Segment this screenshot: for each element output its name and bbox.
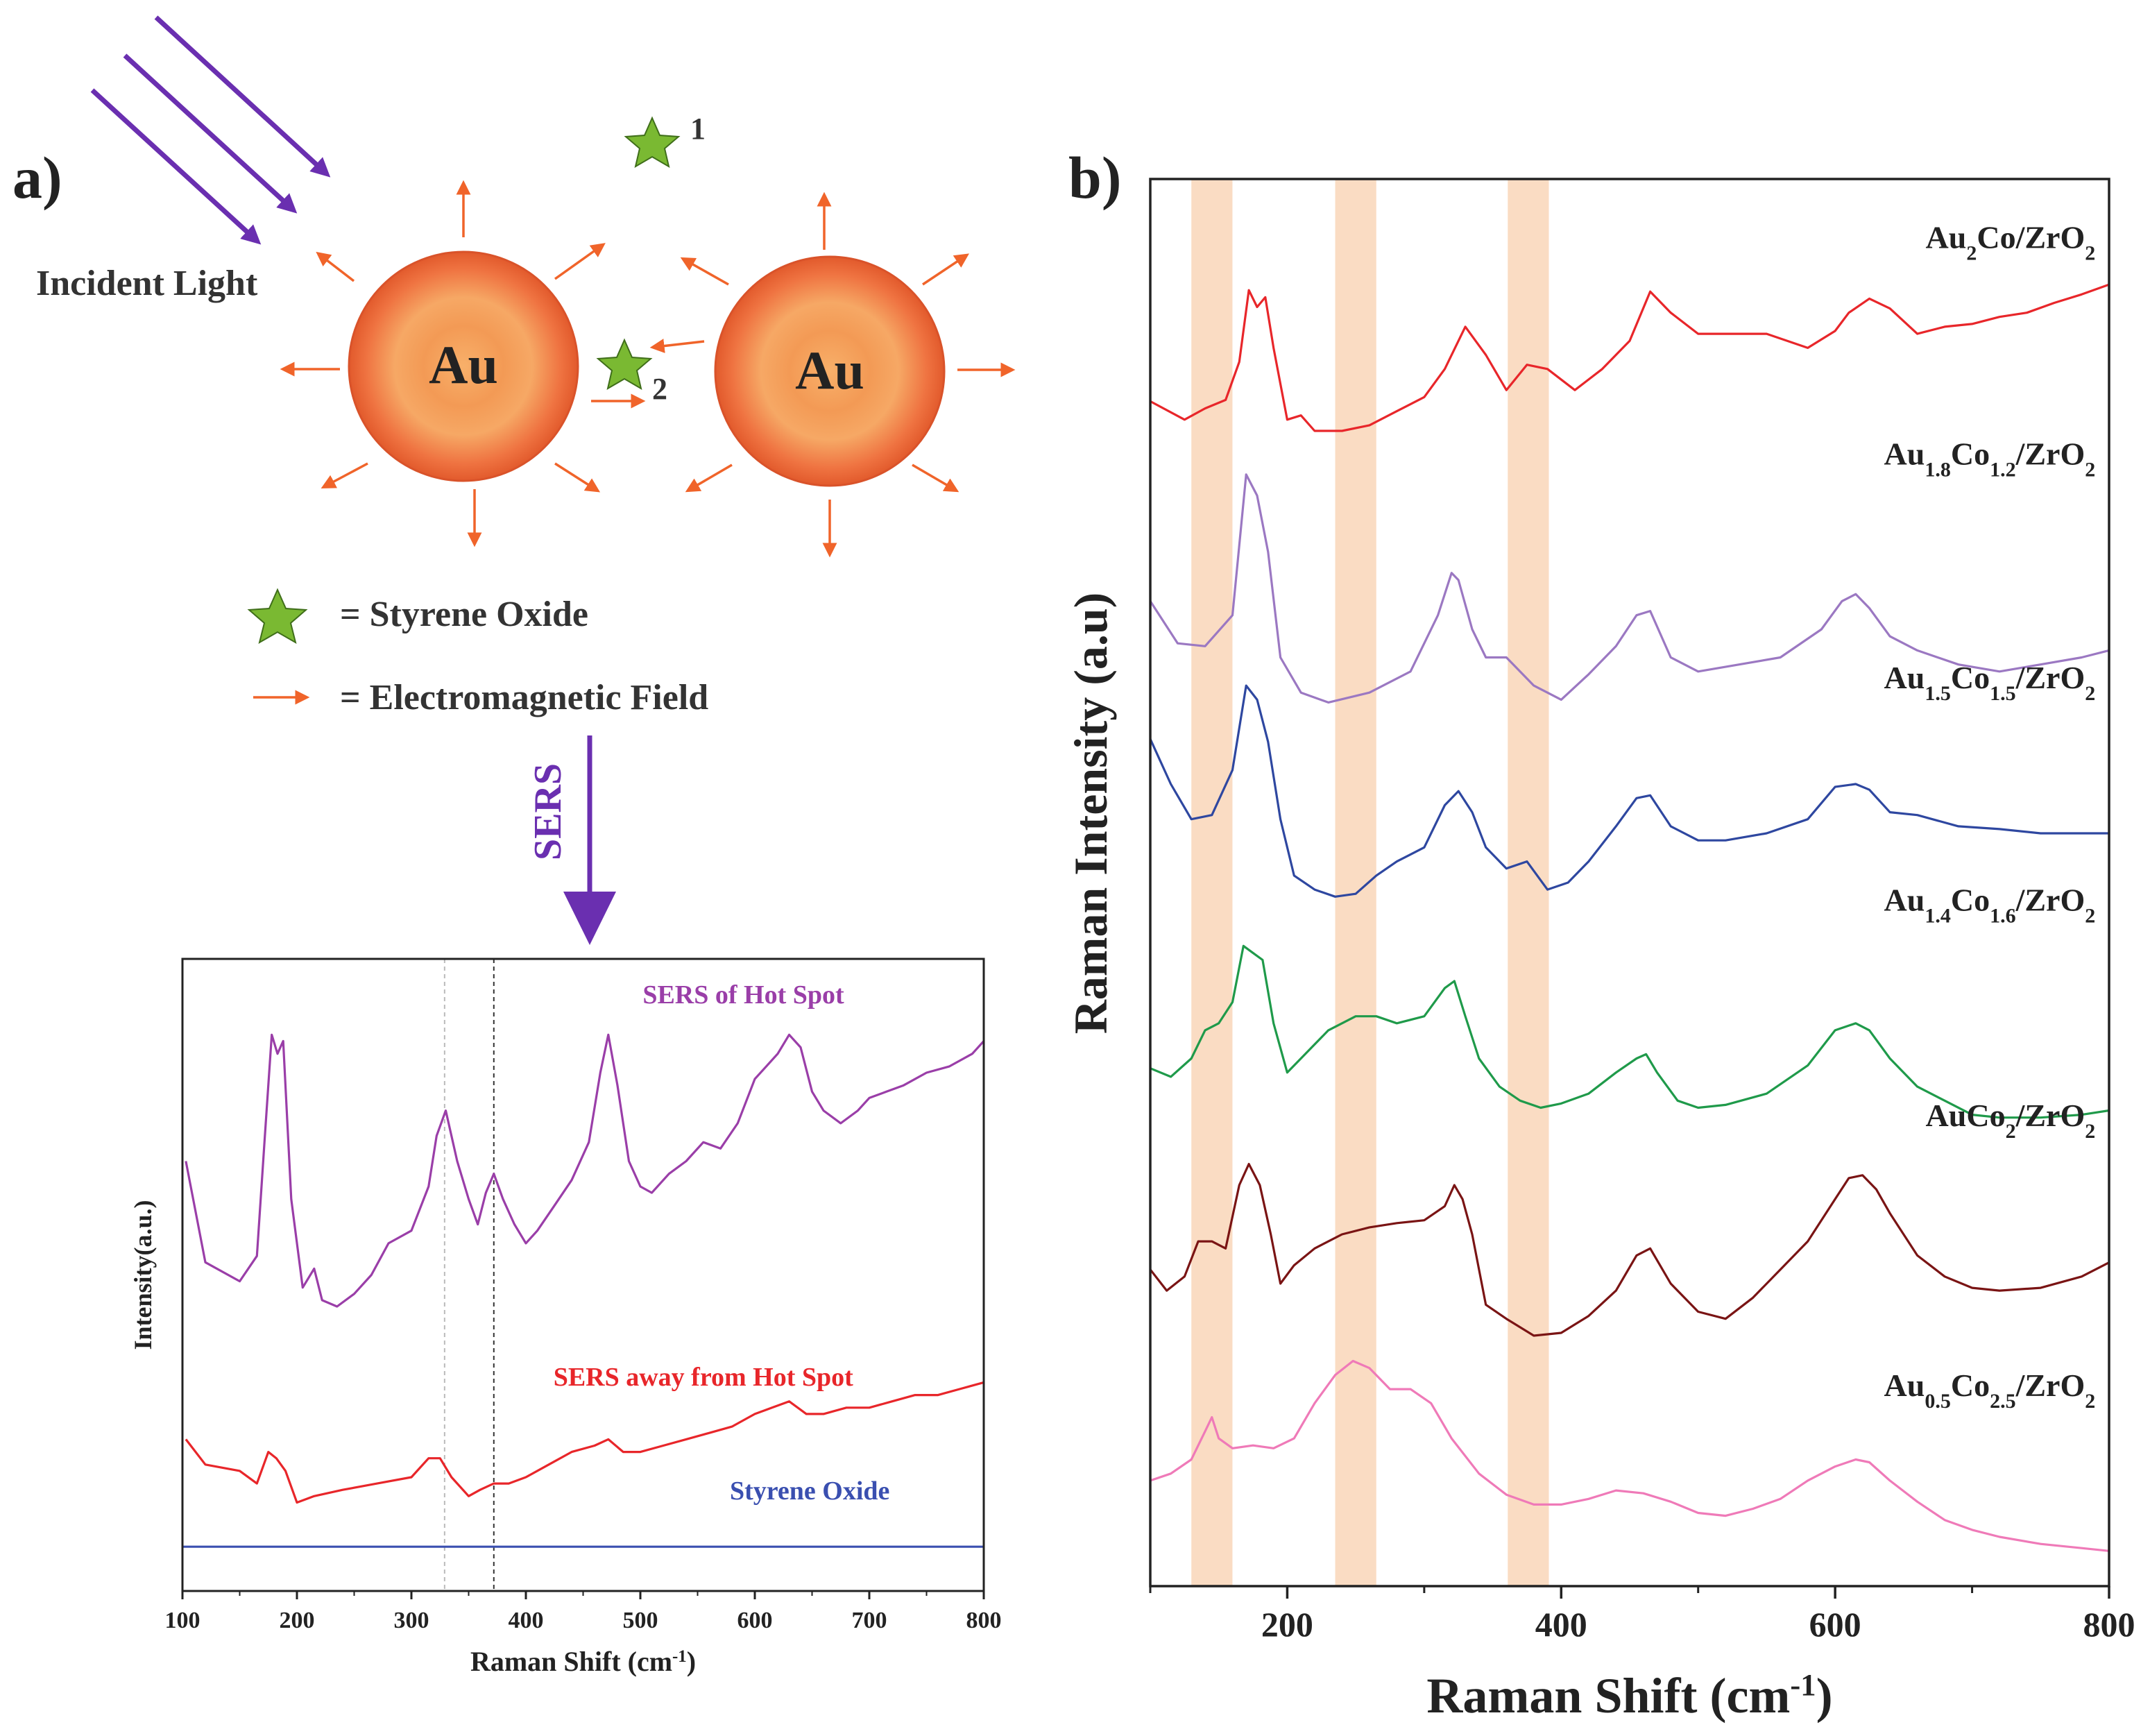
series-label: Au1.5Co1.5/ZrO2	[1884, 660, 2096, 705]
x-tick-label: 800	[2083, 1605, 2135, 1644]
panel-a-label: a)	[12, 144, 62, 211]
x-tick-label: 100	[165, 1608, 201, 1633]
legend-field-label: = Electromagnetic Field	[340, 678, 708, 717]
legend-styrene-oxide: = Styrene Oxide	[247, 588, 588, 645]
incident-light-arrow-3	[90, 88, 262, 245]
star-icon	[596, 338, 653, 391]
panel-b-label: b)	[1068, 144, 1121, 211]
y-axis-label: Raman Intensity (a.u)	[1064, 593, 1117, 1035]
series-label: Styrene Oxide	[730, 1477, 889, 1506]
au-particle-right: Au	[714, 255, 946, 487]
star-1-label: 1	[690, 112, 706, 146]
series-line	[1149, 473, 2110, 704]
star-molecule-1: 1	[624, 112, 706, 169]
x-tick-label: 300	[394, 1608, 429, 1633]
star-icon	[624, 116, 681, 169]
series-label: SERS of Hot Spot	[642, 980, 844, 1010]
sers-arrow: SERS	[527, 735, 616, 945]
star-icon	[247, 588, 308, 645]
highlight-band	[1191, 179, 1233, 1586]
x-tick-label: 700	[852, 1608, 887, 1633]
incident-light-label: Incident Light	[36, 264, 258, 303]
au-label-left: Au	[429, 334, 498, 395]
field-arrows-right	[649, 192, 1016, 558]
x-tick-label: 200	[1261, 1605, 1313, 1644]
series-line	[1150, 283, 2110, 432]
x-tick-label: 600	[1809, 1605, 1861, 1644]
legend-field: = Electromagnetic Field	[253, 678, 708, 717]
x-axis-label: Raman Shift (cm-1)	[1426, 1667, 1832, 1724]
au-label-right: Au	[795, 340, 864, 400]
y-axis-label: Intensity(a.u.)	[129, 1200, 157, 1350]
star-2-label: 2	[652, 372, 667, 406]
x-tick-label: 500	[623, 1608, 658, 1633]
star-molecule-2: 2	[596, 338, 667, 406]
x-axis-label: Raman Shift (cm-1)	[470, 1646, 696, 1677]
series-label: Au0.5Co2.5/ZrO2	[1884, 1368, 2096, 1413]
field-arrows-left	[280, 180, 646, 547]
incident-light-arrow-1	[154, 15, 331, 178]
x-tick-label: 600	[737, 1608, 773, 1633]
series-label: Au1.8Co1.2/ZrO2	[1884, 436, 2096, 482]
panel-a: a) Incident Light	[12, 15, 1016, 1677]
au-particle-left: Au	[348, 250, 579, 482]
series-line	[1150, 944, 2110, 1119]
incident-light-arrow-2	[123, 53, 298, 214]
inset-chart: SERS of Hot Spot SERS away from Hot Spot S…	[129, 958, 1002, 1677]
highlight-band	[1335, 179, 1376, 1586]
incident-light-arrows	[90, 15, 331, 245]
x-tick-label: 400	[509, 1608, 544, 1633]
legend-styrene-oxide-label: = Styrene Oxide	[340, 595, 588, 634]
series-line	[1149, 684, 2109, 898]
main-chart: Au2Co/ZrO2 Au1.8Co1.2/ZrO2 Au1.5Co1.5/ZrO2…	[1064, 178, 2135, 1724]
series-line	[185, 1381, 984, 1504]
series-label: Au1.4Co1.6/ZrO2	[1884, 883, 2096, 928]
series-label: Au2Co/ZrO2	[1926, 219, 2096, 264]
x-tick-label: 400	[1535, 1605, 1587, 1644]
series-line	[1149, 1163, 2110, 1337]
panel-b: b) Au2Co/ZrO2 Au1.8Co1.2/ZrO2 Au1.5Co1.5/Z…	[1064, 144, 2135, 1724]
x-tick-label: 800	[966, 1608, 1002, 1633]
x-tick-label: 200	[280, 1608, 315, 1633]
series-label: SERS away from Hot Spot	[554, 1363, 853, 1392]
plot-frame	[1149, 178, 2110, 1588]
series-line	[185, 1033, 985, 1308]
sers-label: SERS	[527, 763, 570, 860]
series-label: AuCo2/ZrO2	[1926, 1098, 2096, 1143]
series-line	[1150, 1359, 2110, 1552]
